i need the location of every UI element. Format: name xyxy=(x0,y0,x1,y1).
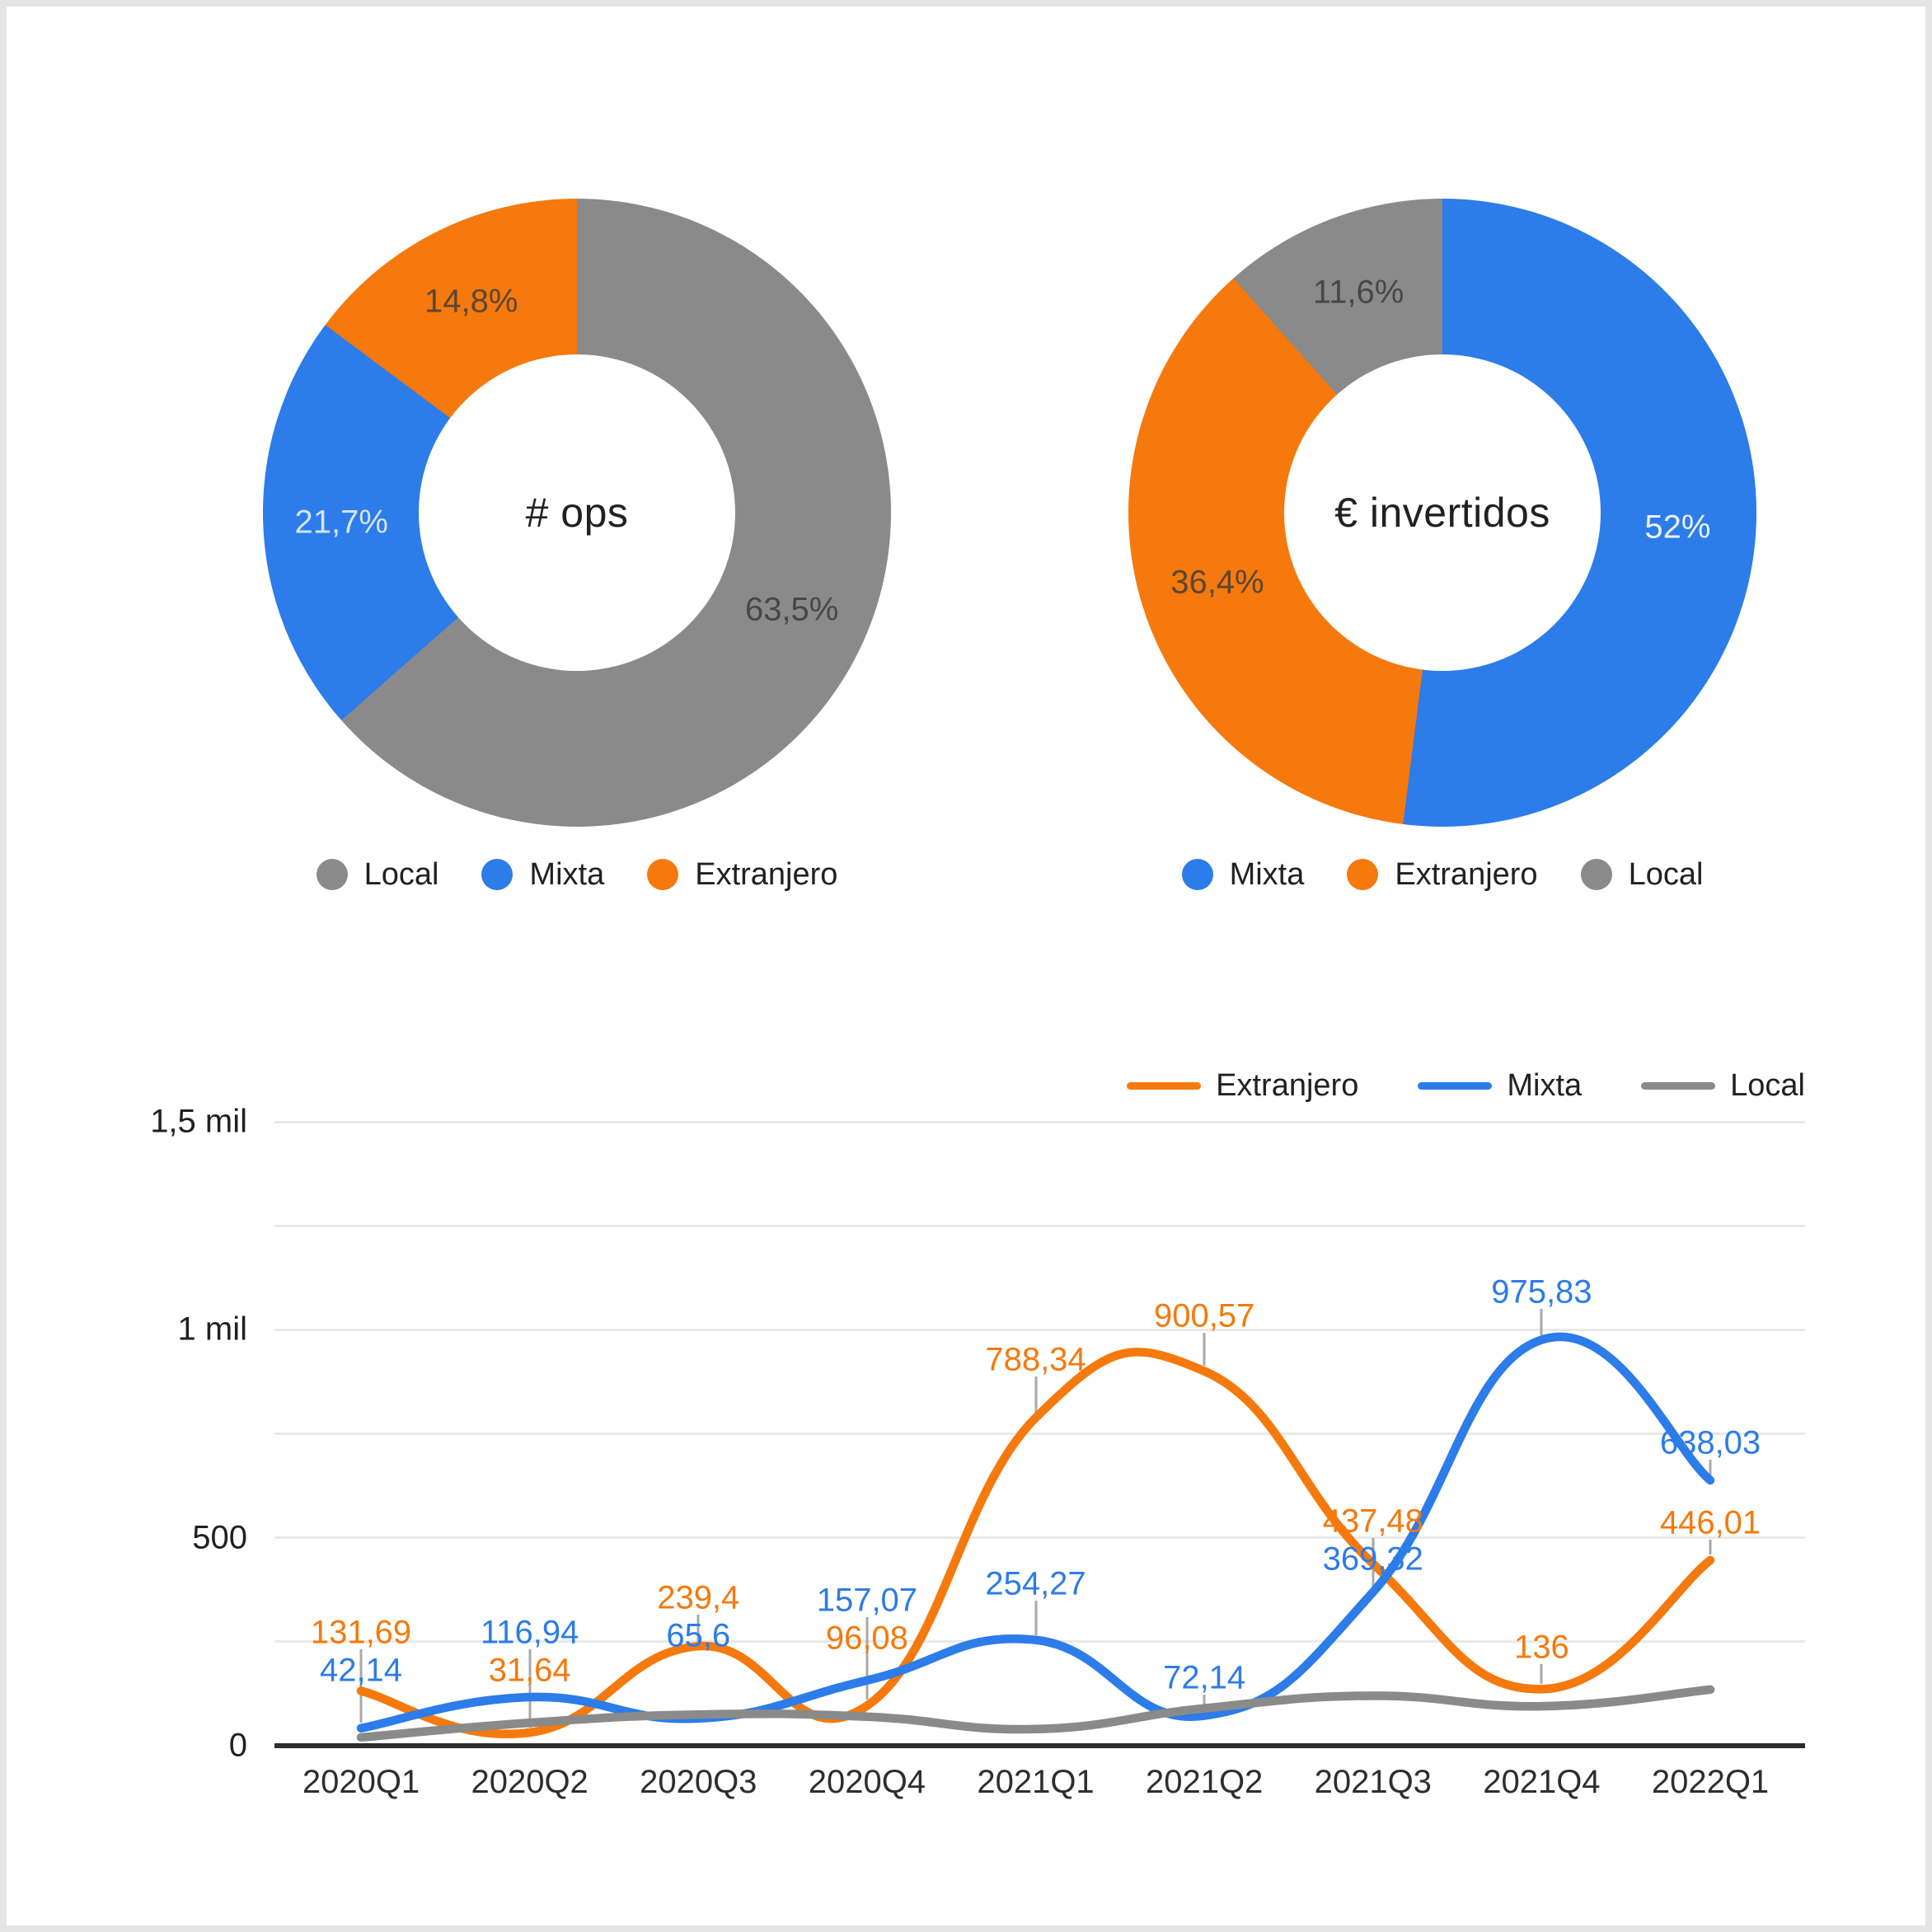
data-label-connector xyxy=(1709,1540,1712,1555)
data-label-extranjero-2021q1: 788,34 xyxy=(985,1341,1086,1378)
data-label-mixta-2020q4: 157,07 xyxy=(816,1582,918,1619)
donut-legend-num-ops: Local Mixta Extranjero xyxy=(263,855,891,894)
gridline xyxy=(274,1120,1805,1123)
data-label-mixta-2020q1: 42,14 xyxy=(319,1652,403,1689)
data-label-connector xyxy=(1709,1460,1712,1475)
legend-item-mixta: Mixta xyxy=(1181,856,1305,893)
legend-dot-icon xyxy=(1347,859,1379,890)
data-label-extranjero-2022q1: 446,01 xyxy=(1659,1504,1761,1541)
slice-label-mixta: 21,7% xyxy=(294,504,388,541)
data-label-mixta-2021q3: 369,32 xyxy=(1322,1540,1423,1578)
x-axis-tick-label: 2021Q4 xyxy=(1483,1764,1601,1800)
data-label-extranjero-2021q3: 437,48 xyxy=(1322,1503,1423,1540)
gridline xyxy=(274,1536,1805,1540)
line-legend-item-local: Local xyxy=(1641,1068,1805,1104)
donut-chart-invertidos: € invertidos 52% 36,4% 11,6% xyxy=(1128,199,1756,827)
x-axis-line xyxy=(274,1743,1805,1748)
legend-line-icon xyxy=(1127,1081,1202,1090)
gridline xyxy=(274,1433,1805,1435)
slice-label-mixta: 52% xyxy=(1644,509,1711,546)
slice-label-extranjero: 36,4% xyxy=(1170,564,1264,601)
y-axis-tick-label: 0 xyxy=(228,1727,247,1764)
gridline xyxy=(274,1224,1805,1227)
line-chart-legend: Extranjero Mixta Local xyxy=(1127,1066,1805,1105)
donut-hole: # ops xyxy=(419,354,735,671)
data-label-connector xyxy=(1540,1664,1543,1684)
line-legend-item-extranjero: Extranjero xyxy=(1127,1068,1358,1104)
legend-label: Extranjero xyxy=(1395,856,1538,892)
data-label-extranjero-2020q2: 31,64 xyxy=(488,1652,571,1689)
slice-label-extranjero: 14,8% xyxy=(424,283,518,320)
data-label-connector xyxy=(1034,1376,1037,1413)
legend-item-local: Local xyxy=(316,856,439,893)
legend-dot-icon xyxy=(647,859,679,890)
slice-label-local: 11,6% xyxy=(1312,274,1404,311)
legend-label: Mixta xyxy=(529,856,605,892)
legend-dot-icon xyxy=(481,859,513,890)
legend-label: Mixta xyxy=(1507,1067,1583,1103)
legend-label: Local xyxy=(1730,1067,1805,1103)
legend-item-mixta: Mixta xyxy=(481,857,604,893)
data-label-extranjero-2021q2: 900,57 xyxy=(1153,1297,1255,1334)
legend-label: Extranjero xyxy=(695,856,838,892)
legend-dot-icon xyxy=(1181,859,1213,890)
data-label-mixta-2021q4: 975,83 xyxy=(1491,1273,1592,1311)
data-label-mixta-2021q1: 254,27 xyxy=(985,1565,1086,1602)
donut-legend-invertidos: Mixta Extranjero Local xyxy=(1128,855,1756,894)
legend-line-icon xyxy=(1641,1081,1716,1090)
data-label-connector xyxy=(1203,1333,1206,1366)
series-line-local xyxy=(356,1685,1715,1742)
legend-item-extranjero: Extranjero xyxy=(1347,856,1538,893)
donut-title: € invertidos xyxy=(1334,490,1550,536)
legend-dot-icon xyxy=(1580,859,1612,890)
donut-hole: € invertidos xyxy=(1284,354,1601,671)
data-label-extranjero-2020q4: 96,08 xyxy=(825,1620,908,1657)
x-axis-tick-label: 2022Q1 xyxy=(1651,1764,1770,1800)
gridline xyxy=(274,1328,1805,1331)
legend-item-local: Local xyxy=(1580,856,1704,893)
data-label-mixta-2020q2: 116,94 xyxy=(480,1614,579,1651)
data-label-mixta-2020q3: 65,6 xyxy=(666,1617,731,1654)
legend-label: Extranjero xyxy=(1216,1067,1359,1103)
data-label-extranjero-2020q1: 131,69 xyxy=(310,1614,412,1651)
donut-chart-num-ops: # ops 63,5% 21,7% 14,8% xyxy=(263,199,891,827)
data-label-extranjero-2021q4: 136 xyxy=(1514,1629,1569,1666)
legend-line-icon xyxy=(1418,1081,1493,1090)
x-axis-tick-label: 2021Q1 xyxy=(977,1764,1095,1800)
legend-label: Mixta xyxy=(1229,856,1305,892)
line-legend-item-mixta: Mixta xyxy=(1418,1068,1582,1104)
data-label-connector xyxy=(1034,1601,1037,1635)
data-label-extranjero-2020q3: 239,4 xyxy=(657,1579,740,1616)
x-axis-tick-label: 2020Q4 xyxy=(808,1764,926,1800)
x-axis-tick-label: 2020Q3 xyxy=(640,1764,757,1800)
x-axis-tick-label: 2020Q2 xyxy=(471,1764,589,1800)
x-axis-tick-label: 2021Q3 xyxy=(1314,1764,1432,1800)
legend-label: Local xyxy=(1628,856,1704,892)
data-label-connector xyxy=(1203,1695,1206,1711)
y-axis-tick-label: 1,5 mil xyxy=(150,1103,247,1140)
legend-item-extranjero: Extranjero xyxy=(647,857,837,893)
y-axis-tick-label: 1 mil xyxy=(177,1311,247,1348)
y-axis-tick-label: 500 xyxy=(192,1519,247,1556)
slice-label-local: 63,5% xyxy=(744,591,839,628)
x-axis-tick-label: 2020Q1 xyxy=(302,1764,420,1800)
legend-dot-icon xyxy=(316,859,348,890)
data-label-connector xyxy=(1540,1309,1543,1335)
data-label-mixta-2022q1: 638,03 xyxy=(1659,1424,1761,1461)
legend-label: Local xyxy=(363,856,439,892)
donut-title: # ops xyxy=(525,490,629,536)
x-axis-tick-label: 2021Q2 xyxy=(1145,1764,1264,1800)
data-label-mixta-2021q2: 72,14 xyxy=(1163,1659,1246,1696)
